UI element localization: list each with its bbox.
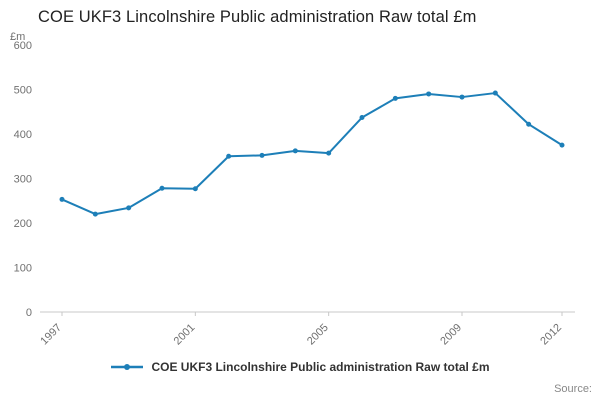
legend-label: COE UKF3 Lincolnshire Public administrat… (151, 360, 490, 374)
data-point (159, 185, 165, 191)
chart-title: COE UKF3 Lincolnshire Public administrat… (38, 8, 477, 26)
y-tick-label: 600 (14, 40, 32, 52)
y-tick-label: 200 (14, 218, 32, 230)
data-point (526, 121, 532, 127)
y-tick-label: 500 (14, 85, 32, 97)
data-point (492, 90, 498, 96)
data-point (292, 148, 298, 154)
data-point (126, 205, 132, 211)
y-tick-label: 400 (14, 129, 32, 141)
y-tick-label: 100 (14, 263, 32, 275)
data-point (459, 94, 465, 100)
y-tick-label: 0 (26, 307, 32, 319)
data-point (226, 153, 232, 159)
data-point (326, 150, 332, 156)
source-label: Source: (554, 383, 592, 395)
line-chart: 0 100 200 300 400 500 600 1997 2001 2005 2009 2012 (14, 40, 575, 348)
y-axis-unit-label: £m (10, 31, 26, 43)
legend-line-marker (111, 364, 144, 370)
y-tick-label: 300 (14, 174, 32, 186)
data-point (392, 95, 398, 101)
x-tick-label: 2001 (172, 322, 198, 348)
x-tick-label: 2009 (438, 322, 464, 348)
data-point (259, 152, 265, 158)
data-point (359, 115, 365, 121)
x-tick-label: 2012 (538, 322, 564, 348)
data-point (59, 196, 65, 202)
x-tick-label: 2005 (305, 322, 331, 348)
data-point (192, 186, 198, 192)
legend: COE UKF3 Lincolnshire Public administrat… (0, 360, 600, 374)
data-point (426, 91, 432, 97)
data-point (92, 211, 98, 217)
data-point (559, 142, 565, 148)
x-tick-label: 1997 (38, 322, 64, 348)
chart-line (61, 92, 563, 216)
